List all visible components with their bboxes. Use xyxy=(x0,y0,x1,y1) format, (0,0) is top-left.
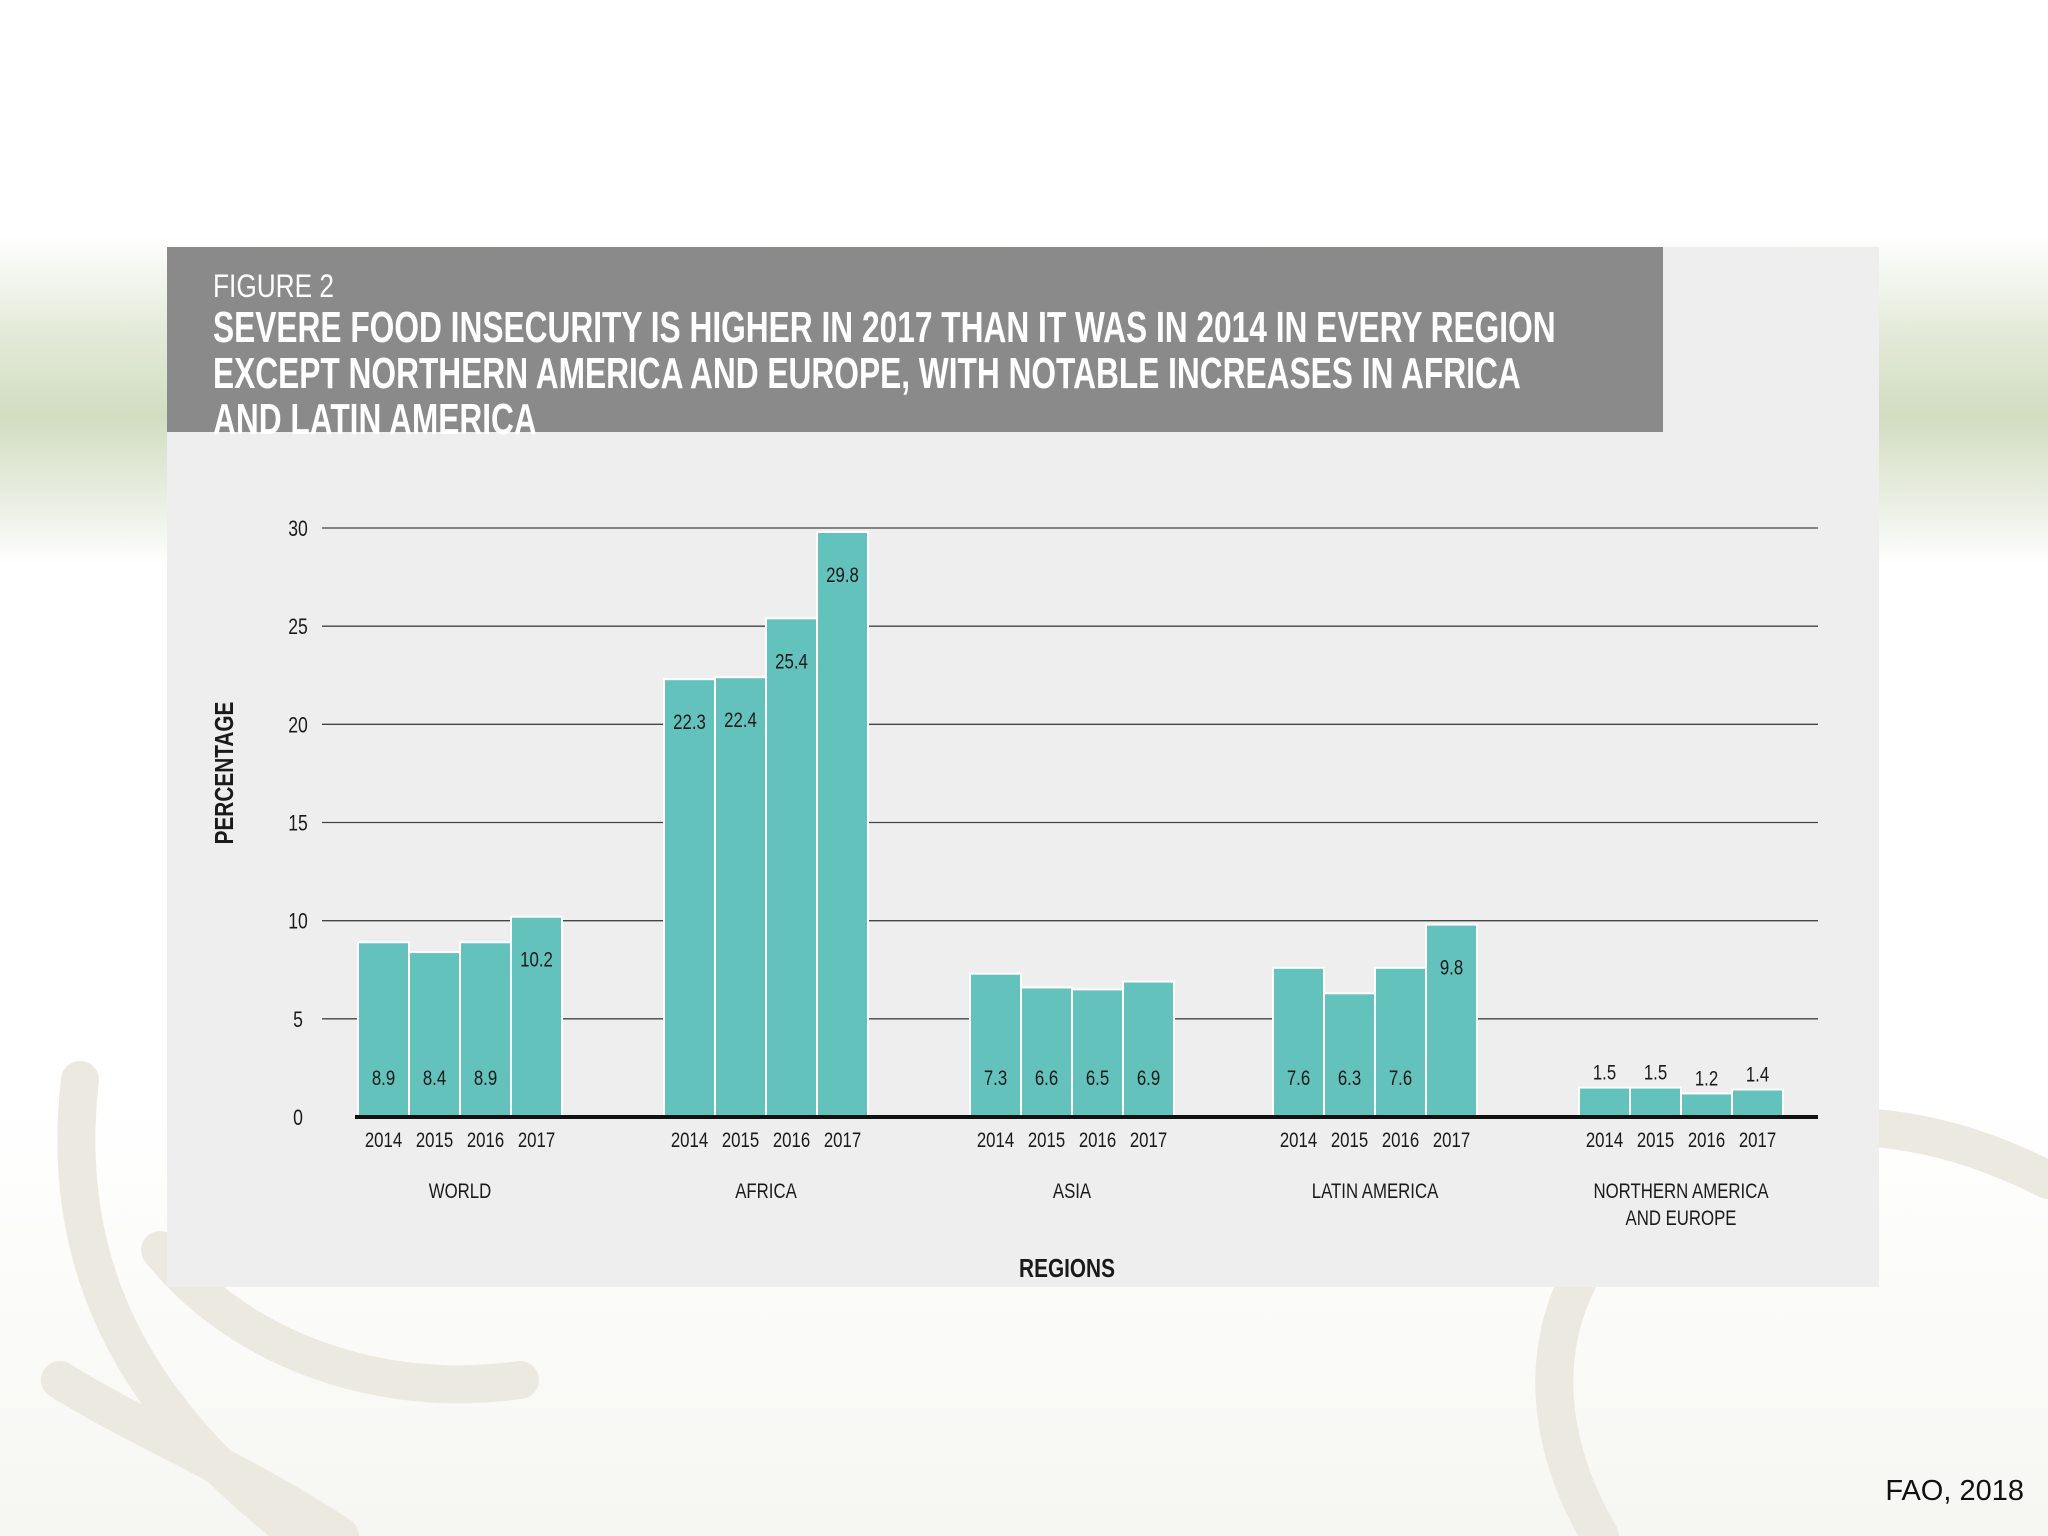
region-label: WORLD xyxy=(429,1180,491,1203)
data-label: 7.6 xyxy=(1287,1067,1310,1090)
x-tick-year: 2017 xyxy=(1433,1129,1470,1152)
data-label: 7.6 xyxy=(1389,1067,1412,1090)
data-label: 25.4 xyxy=(775,651,808,674)
bar xyxy=(1071,988,1124,1119)
y-tick-label: 5 xyxy=(293,1008,303,1032)
data-label: 22.4 xyxy=(724,710,757,733)
x-tick-year: 2015 xyxy=(1637,1129,1674,1152)
bar xyxy=(1323,992,1376,1118)
bar xyxy=(1020,986,1073,1118)
x-tick-year: 2017 xyxy=(1739,1129,1776,1152)
region-label: NORTHERN AMERICA xyxy=(1593,1180,1768,1203)
y-tick-label: 30 xyxy=(288,517,308,541)
data-label: 1.5 xyxy=(1593,1062,1616,1085)
x-tick-year: 2015 xyxy=(416,1129,453,1152)
data-label: 6.5 xyxy=(1086,1067,1109,1090)
data-label: 10.2 xyxy=(520,949,553,972)
y-tick-label: 10 xyxy=(288,910,308,934)
bar xyxy=(1374,966,1427,1119)
bars xyxy=(357,530,1784,1119)
x-tick-year: 2017 xyxy=(1130,1129,1167,1152)
data-label: 1.2 xyxy=(1695,1068,1718,1091)
x-tick-year: 2016 xyxy=(1382,1129,1419,1152)
x-tick-year: 2016 xyxy=(773,1129,810,1152)
data-label: 8.4 xyxy=(423,1067,447,1090)
data-label: 8.9 xyxy=(474,1067,497,1090)
x-tick-year: 2014 xyxy=(977,1129,1015,1152)
bar xyxy=(714,676,767,1118)
source-credit: FAO, 2018 xyxy=(1885,1475,2024,1507)
data-label: 29.8 xyxy=(826,564,859,587)
data-label: 6.6 xyxy=(1035,1067,1058,1090)
data-label: 8.9 xyxy=(372,1067,395,1090)
x-tick-year: 2015 xyxy=(1331,1129,1368,1152)
bar xyxy=(1425,923,1478,1118)
y-tick-label: 15 xyxy=(288,812,308,836)
bar xyxy=(408,951,461,1119)
bar xyxy=(1272,966,1325,1119)
data-label: 7.3 xyxy=(984,1067,1007,1090)
region-label: LATIN AMERICA xyxy=(1312,1180,1439,1203)
data-label: 9.8 xyxy=(1440,957,1463,980)
bar xyxy=(510,915,563,1118)
x-tick-year: 2015 xyxy=(1028,1129,1065,1152)
x-tick-year: 2015 xyxy=(722,1129,759,1152)
x-tick-year: 2014 xyxy=(1586,1129,1624,1152)
x-tick-labels: 2014 2015 2016 2017 WORLD 2014 2015 2016 2017 AFR… xyxy=(365,1129,1776,1230)
x-tick-year: 2017 xyxy=(518,1129,555,1152)
x-tick-year: 2016 xyxy=(1688,1129,1725,1152)
data-labels: 8.9 8.4 8.9 10.2 22.3 22.4 25.4 29.8 7.3 6.6 6.5 6.… xyxy=(372,564,1770,1091)
bar xyxy=(765,617,818,1119)
figure-title-box: FIGURE 2 SEVERE FOOD INSECURITY IS HIGHE… xyxy=(167,247,1663,443)
bar xyxy=(969,972,1022,1119)
bar xyxy=(1629,1086,1682,1119)
x-axis-title: REGIONS xyxy=(1019,1254,1115,1283)
bar xyxy=(1122,980,1175,1119)
bar xyxy=(459,941,512,1118)
x-tick-year: 2014 xyxy=(365,1129,403,1152)
data-label: 1.5 xyxy=(1644,1062,1667,1085)
bar xyxy=(816,530,869,1118)
bar xyxy=(357,941,410,1118)
x-tick-year: 2017 xyxy=(824,1129,861,1152)
grid-lines xyxy=(322,527,1818,1020)
data-label: 1.4 xyxy=(1746,1064,1770,1087)
y-tick-label: 25 xyxy=(288,615,308,639)
figure-title: SEVERE FOOD INSECURITY IS HIGHER IN 2017… xyxy=(213,303,1565,444)
x-tick-year: 2014 xyxy=(671,1129,709,1152)
y-axis-title: PERCENTAGE xyxy=(210,702,239,845)
region-label: AFRICA xyxy=(735,1180,797,1203)
bar xyxy=(663,678,716,1119)
bar xyxy=(1578,1086,1631,1119)
data-label: 6.3 xyxy=(1338,1067,1361,1090)
y-tick-label: 0 xyxy=(293,1106,303,1130)
x-tick-year: 2014 xyxy=(1280,1129,1318,1152)
x-tick-year: 2016 xyxy=(1079,1129,1116,1152)
y-tick-labels: 0 5 10 15 20 25 30 xyxy=(288,517,308,1130)
x-tick-year: 2016 xyxy=(467,1129,504,1152)
region-label: AND EUROPE xyxy=(1626,1207,1737,1230)
bar xyxy=(1680,1092,1733,1118)
figure-label: FIGURE 2 xyxy=(213,268,335,304)
data-label: 6.9 xyxy=(1137,1067,1160,1090)
bar xyxy=(1731,1088,1784,1118)
y-tick-label: 20 xyxy=(288,714,308,738)
data-label: 22.3 xyxy=(673,712,706,735)
region-label: ASIA xyxy=(1053,1180,1092,1203)
